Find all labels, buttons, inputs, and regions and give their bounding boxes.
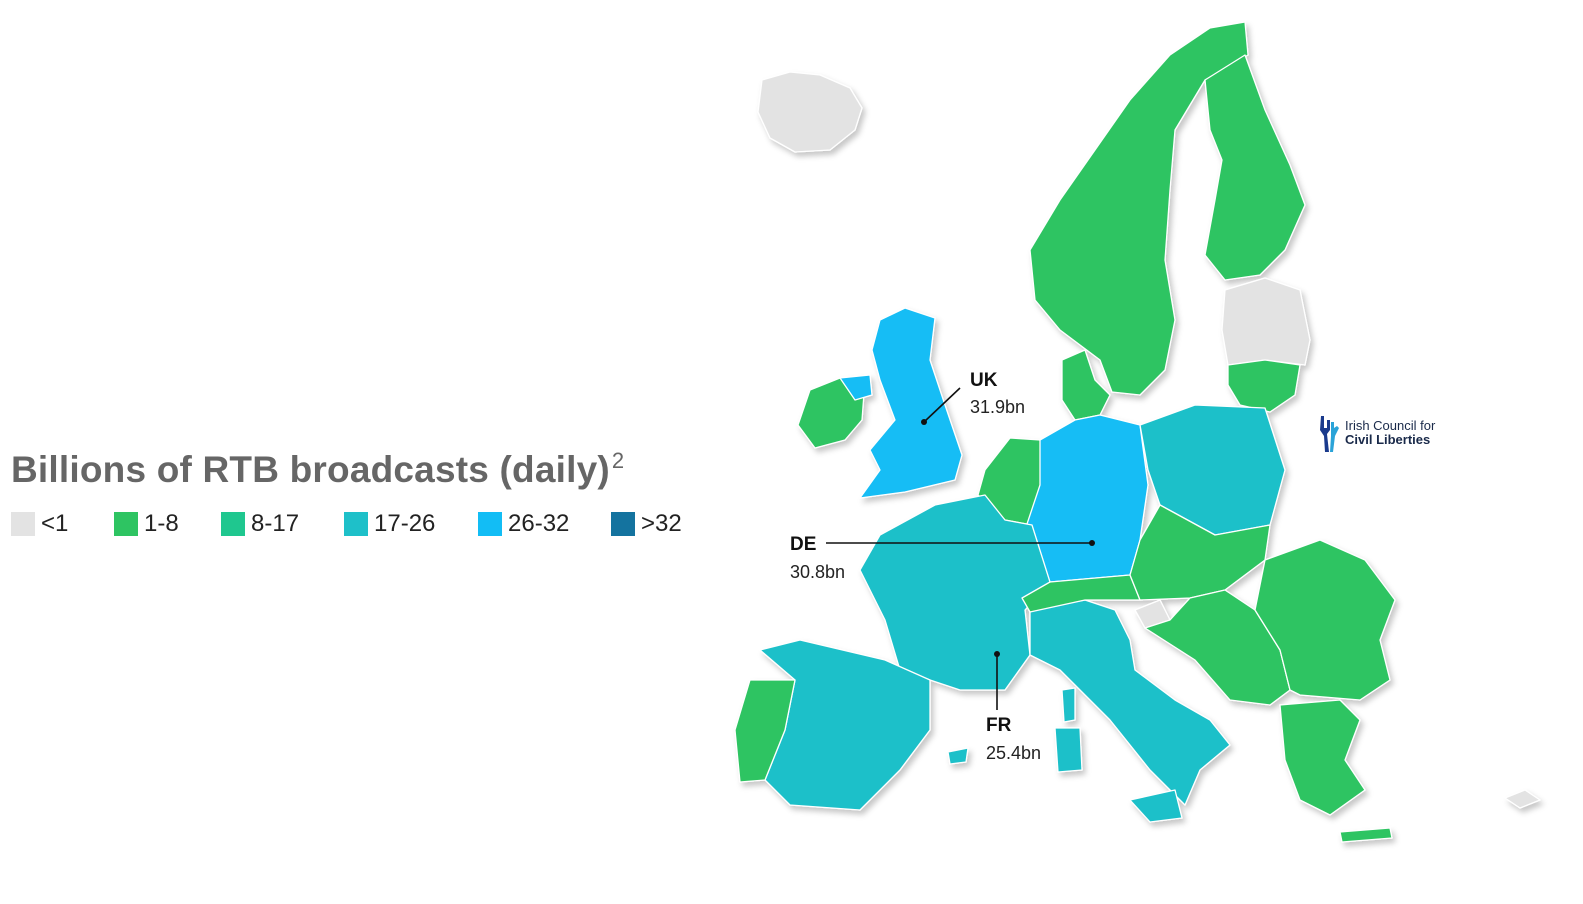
legend-item: <1 xyxy=(11,510,68,538)
uk-leader-line xyxy=(923,387,961,423)
legend-swatch xyxy=(221,512,245,536)
region-cyprus xyxy=(1504,789,1541,809)
legend-label: 26-32 xyxy=(508,510,570,537)
region-crete xyxy=(1339,827,1393,843)
region-romania-bulgaria xyxy=(1254,539,1396,701)
region-mallorca xyxy=(947,747,969,765)
iccl-logo: Irish Council for Civil Liberties xyxy=(1318,414,1435,452)
region-denmark xyxy=(1061,349,1111,421)
region-corsica xyxy=(1061,687,1076,723)
map-title-text: Billions of RTB broadcasts (daily) xyxy=(11,449,610,490)
region-italy xyxy=(1029,599,1231,806)
region-scandinavia xyxy=(1029,21,1249,396)
legend-item: 17-26 xyxy=(344,510,435,538)
logo-line-1: Irish Council for xyxy=(1345,418,1436,433)
region-sicily xyxy=(1129,789,1183,823)
legend-item: 1-8 xyxy=(114,510,179,538)
logo-line-2: Civil Liberties xyxy=(1345,432,1431,447)
region-baltics xyxy=(1221,277,1311,366)
uk-code: UK xyxy=(970,370,998,391)
region-france xyxy=(859,494,1051,691)
region-germany xyxy=(1024,414,1149,583)
title-footnote: 2 xyxy=(611,448,625,473)
legend-swatch xyxy=(344,512,368,536)
hands-icon xyxy=(1320,416,1339,452)
legend-label: 8-17 xyxy=(251,510,300,537)
legend-item: 26-32 xyxy=(478,510,569,538)
region-greece xyxy=(1279,699,1366,816)
legend-label: >32 xyxy=(641,510,682,537)
map-title: Billions of RTB broadcasts (daily)2 xyxy=(11,448,624,491)
region-northern-ireland xyxy=(839,374,873,401)
uk-value: 31.9bn xyxy=(970,397,1025,417)
region-uk xyxy=(859,307,963,499)
legend-swatch xyxy=(11,512,35,536)
legend-label: 17-26 xyxy=(374,510,436,537)
region-sardinia xyxy=(1054,727,1083,773)
fr-code: FR xyxy=(986,715,1012,736)
legend-swatch xyxy=(611,512,635,536)
legend-label: 1-8 xyxy=(144,510,179,537)
legend-item: 8-17 xyxy=(221,510,299,538)
region-iceland xyxy=(757,71,863,153)
region-portugal xyxy=(734,679,796,783)
legend-swatch xyxy=(478,512,502,536)
region-central-europe xyxy=(1129,504,1271,601)
fr-marker xyxy=(994,651,1000,657)
de-code: DE xyxy=(790,534,816,555)
legend-item: >32 xyxy=(611,510,682,538)
de-marker xyxy=(1089,540,1095,546)
region-lithuania xyxy=(1227,359,1301,413)
legend-label: <1 xyxy=(41,510,69,537)
region-finland xyxy=(1204,54,1306,281)
fr-value: 25.4bn xyxy=(986,743,1041,763)
uk-marker xyxy=(921,419,927,425)
legend-swatch xyxy=(114,512,138,536)
de-value: 30.8bn xyxy=(790,562,845,582)
